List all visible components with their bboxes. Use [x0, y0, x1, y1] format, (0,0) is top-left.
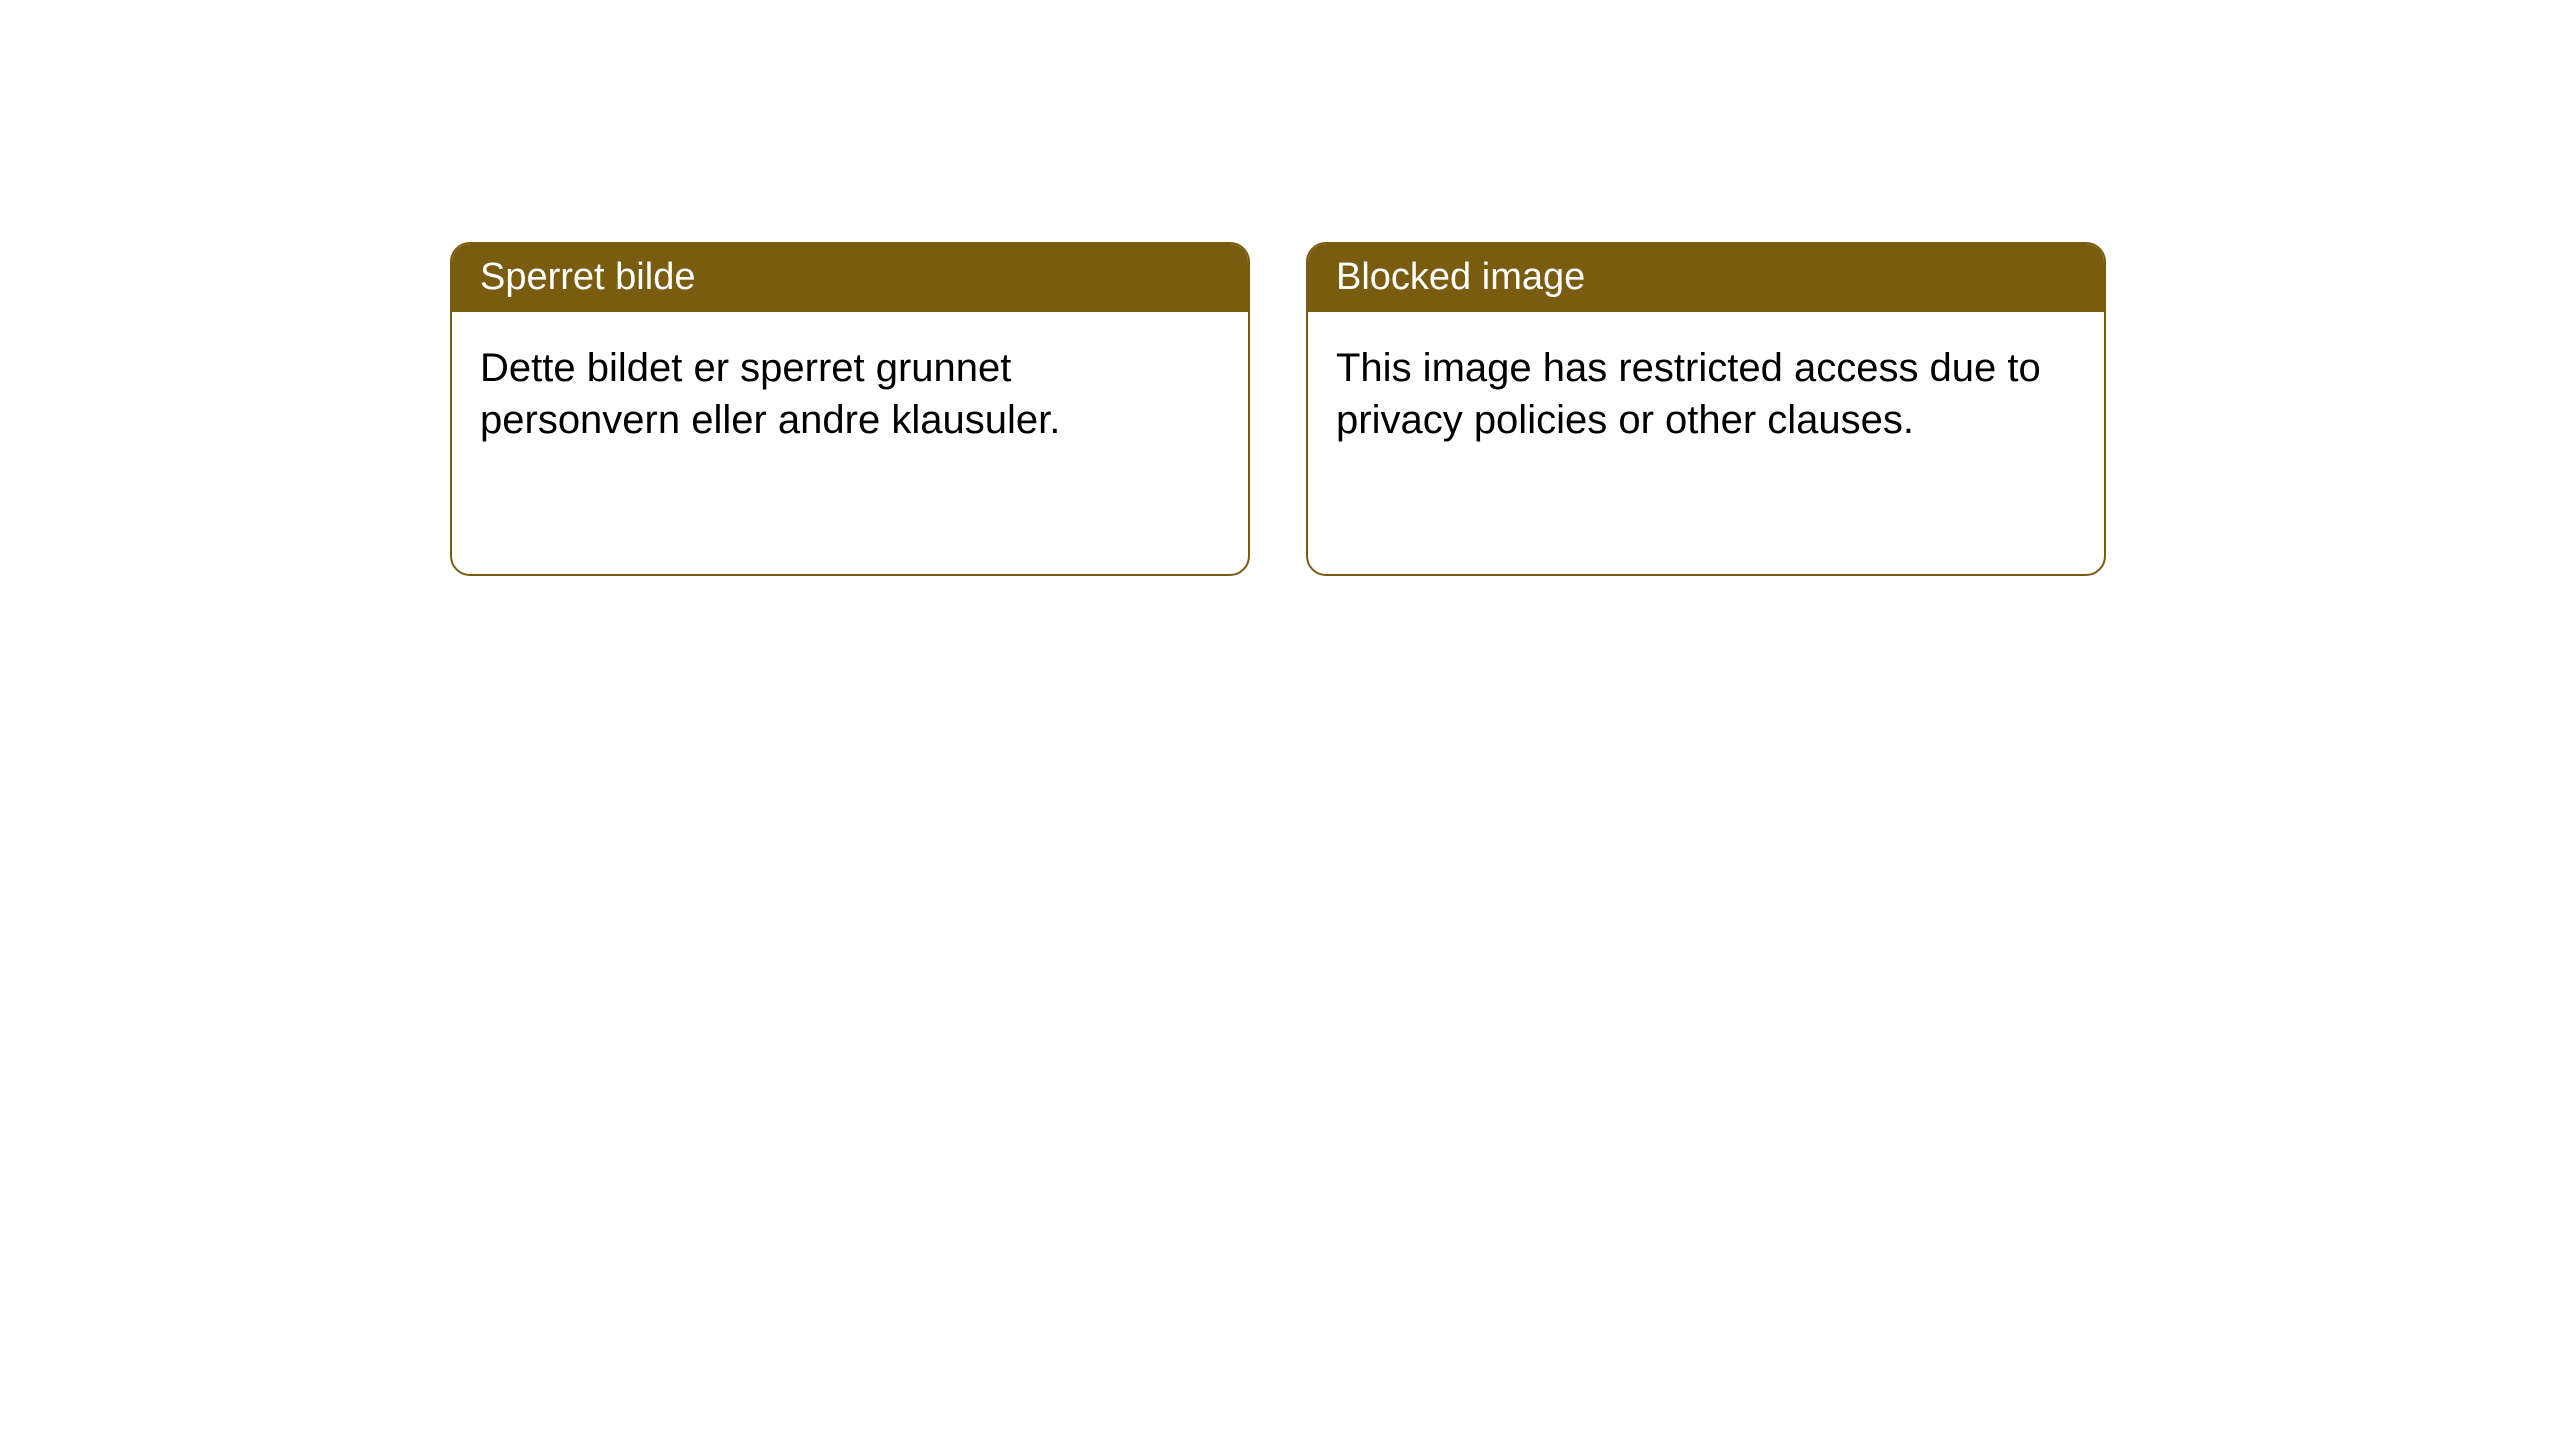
notice-body: Dette bildet er sperret grunnet personve… [452, 312, 1248, 476]
notice-body: This image has restricted access due to … [1308, 312, 2104, 476]
notice-container: Sperret bilde Dette bildet er sperret gr… [450, 242, 2106, 576]
notice-card-norwegian: Sperret bilde Dette bildet er sperret gr… [450, 242, 1250, 576]
notice-header: Sperret bilde [452, 244, 1248, 312]
notice-card-english: Blocked image This image has restricted … [1306, 242, 2106, 576]
notice-header: Blocked image [1308, 244, 2104, 312]
